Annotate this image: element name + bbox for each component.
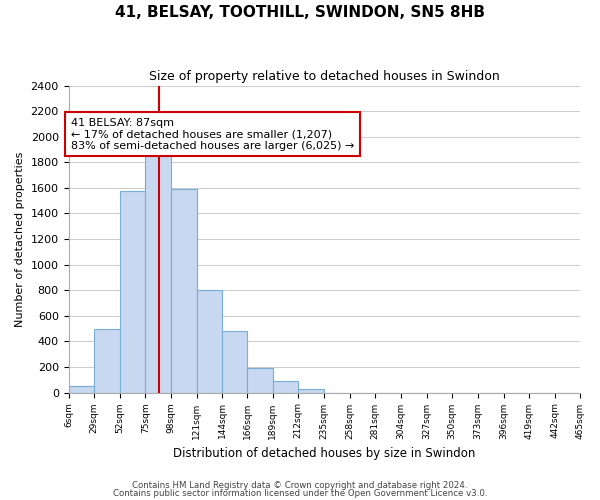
Bar bbox=[223, 331, 247, 392]
Y-axis label: Number of detached properties: Number of detached properties bbox=[15, 152, 25, 327]
Text: 41 BELSAY: 87sqm
← 17% of detached houses are smaller (1,207)
83% of semi-detach: 41 BELSAY: 87sqm ← 17% of detached house… bbox=[71, 118, 354, 150]
Text: Contains public sector information licensed under the Open Government Licence v3: Contains public sector information licen… bbox=[113, 489, 487, 498]
Text: Contains HM Land Registry data © Crown copyright and database right 2024.: Contains HM Land Registry data © Crown c… bbox=[132, 480, 468, 490]
Text: 41, BELSAY, TOOTHILL, SWINDON, SN5 8HB: 41, BELSAY, TOOTHILL, SWINDON, SN5 8HB bbox=[115, 5, 485, 20]
Bar bbox=[120, 191, 145, 392]
Bar bbox=[145, 143, 171, 392]
X-axis label: Distribution of detached houses by size in Swindon: Distribution of detached houses by size … bbox=[173, 447, 476, 460]
Bar bbox=[171, 189, 197, 392]
Bar bbox=[298, 388, 324, 392]
Bar bbox=[247, 368, 272, 392]
Bar bbox=[272, 381, 298, 392]
Bar bbox=[94, 328, 120, 392]
Bar bbox=[197, 290, 223, 392]
Bar bbox=[68, 386, 94, 392]
Title: Size of property relative to detached houses in Swindon: Size of property relative to detached ho… bbox=[149, 70, 500, 83]
